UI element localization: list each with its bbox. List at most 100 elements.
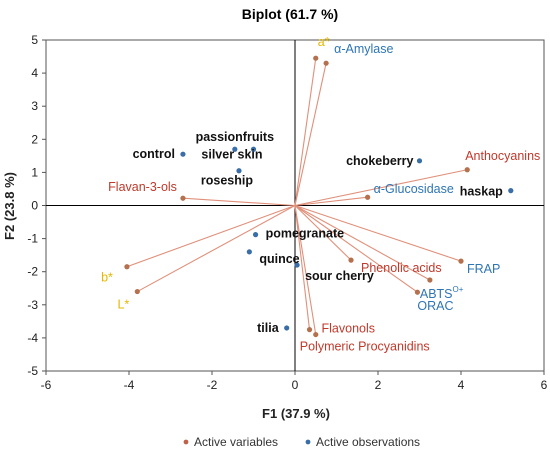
legend-marker [305,439,311,445]
y-tick-label: 1 [31,165,38,179]
variable-point [348,257,354,263]
variable-point [313,55,319,61]
variable-label-text: α-Amylase [334,42,393,56]
variable-point [313,331,319,338]
observation-label: control [133,147,175,161]
observation-label: tilia [257,321,280,335]
variable-label-text: b* [101,271,113,285]
observation-point [246,249,252,255]
observation-label: chokeberry [346,154,413,168]
axes: -6 -4 -2 0 2 4 6 -5 -4 -3 -2 -1 0 1 2 3 4 5 [27,33,547,392]
variable-vectors [126,58,468,335]
variable-label-text: Flavan-3-ols [108,180,177,194]
variable-label: a* [318,35,330,49]
variable-point [458,258,464,264]
observation-point [294,262,300,268]
variable-label: Anthocyanins [465,149,540,163]
variable-label: ABTSO+ [420,285,464,301]
legend: Active variables Active observations [183,435,420,449]
variable-point [306,327,313,333]
variable-label-text: ORAC [417,299,453,313]
observation-label: haskap [460,185,503,199]
legend-entry: Active variables [194,435,278,449]
y-tick-label: 2 [31,132,38,146]
x-tick-label: 2 [375,378,382,392]
variable-vector [294,169,468,207]
observation-point [232,146,238,152]
observation-point [252,232,259,238]
chart-title: Biplot (61.7 %) [242,6,338,22]
observation-label: pomegranate [266,227,345,241]
variable-vector [137,205,296,293]
variable-point [365,194,371,200]
points [124,55,514,338]
variable-label: Polymeric Procyanidins [300,340,430,354]
y-tick-label: 3 [31,99,38,113]
y-tick-label: 5 [31,33,38,47]
variable-label: α-Glucosidase [374,182,454,196]
x-axis-title: F1 (37.9 %) [262,406,330,421]
x-tick-label: 6 [541,378,548,392]
observation-label: roseship [201,174,253,188]
variable-point [124,264,130,270]
y-tick-label: -4 [27,331,38,345]
variable-point [427,277,433,283]
variable-label-text: Polymeric Procyanidins [300,340,430,354]
variable-vector [294,204,462,262]
variable-label: b* [101,271,113,285]
observation-point [508,188,514,194]
variable-label-text: α-Glucosidase [374,182,454,196]
variable-label-superscript: O+ [453,285,464,294]
y-tick-label: -3 [27,298,38,312]
observation-point [416,158,423,164]
variable-vector [294,205,352,261]
variable-point [180,195,186,201]
variable-label-text: Anthocyanins [465,149,540,163]
observation-label: sour cherry [305,269,374,283]
variable-vector [126,204,296,268]
legend-entry: Active observations [316,435,420,449]
variable-point [134,288,140,295]
variable-label: α-Amylase [334,42,393,56]
variable-label: FRAP [467,262,500,276]
variable-vector [294,63,327,206]
variable-label-text: Flavonols [322,322,376,336]
variable-point [323,60,329,66]
variable-vector [294,205,431,281]
variable-label-text: FRAP [467,262,500,276]
variable-vector [294,196,368,207]
variable-label: Flavan-3-ols [108,180,177,194]
variable-label: Phenolic acids [361,261,442,275]
x-tick-label: 0 [292,378,299,392]
variable-vector [294,205,311,330]
x-tick-label: -6 [41,378,52,392]
y-tick-label: 4 [31,66,38,80]
variable-vector [182,197,296,207]
variable-label: ORAC [417,299,453,313]
observation-point [236,168,242,174]
observation-label: quince [259,252,299,266]
x-tick-label: 4 [458,378,465,392]
observation-point [284,325,290,331]
variable-point [464,167,470,173]
variable-label-text: Phenolic acids [361,261,442,275]
y-tick-label: 0 [31,199,38,213]
variable-label-text: ABTS [420,287,453,301]
variable-label: Flavonols [322,322,376,336]
variable-label: L* [117,298,129,312]
labels: a* α-Amylase Anthocyanins α-Glucosidase Flav… [101,35,540,353]
variable-vector [294,58,317,206]
observation-point [180,151,186,157]
legend-marker [183,439,189,445]
variable-label-text: L* [117,298,129,312]
y-tick-label: -1 [27,232,38,246]
variable-vector [294,205,317,335]
y-tick-label: -2 [27,265,38,279]
variable-vector [294,205,418,293]
y-tick-label: -5 [27,364,38,378]
variable-point [414,289,421,295]
observation-label: passionfruits [196,130,275,144]
variable-label-text: a* [318,35,330,49]
